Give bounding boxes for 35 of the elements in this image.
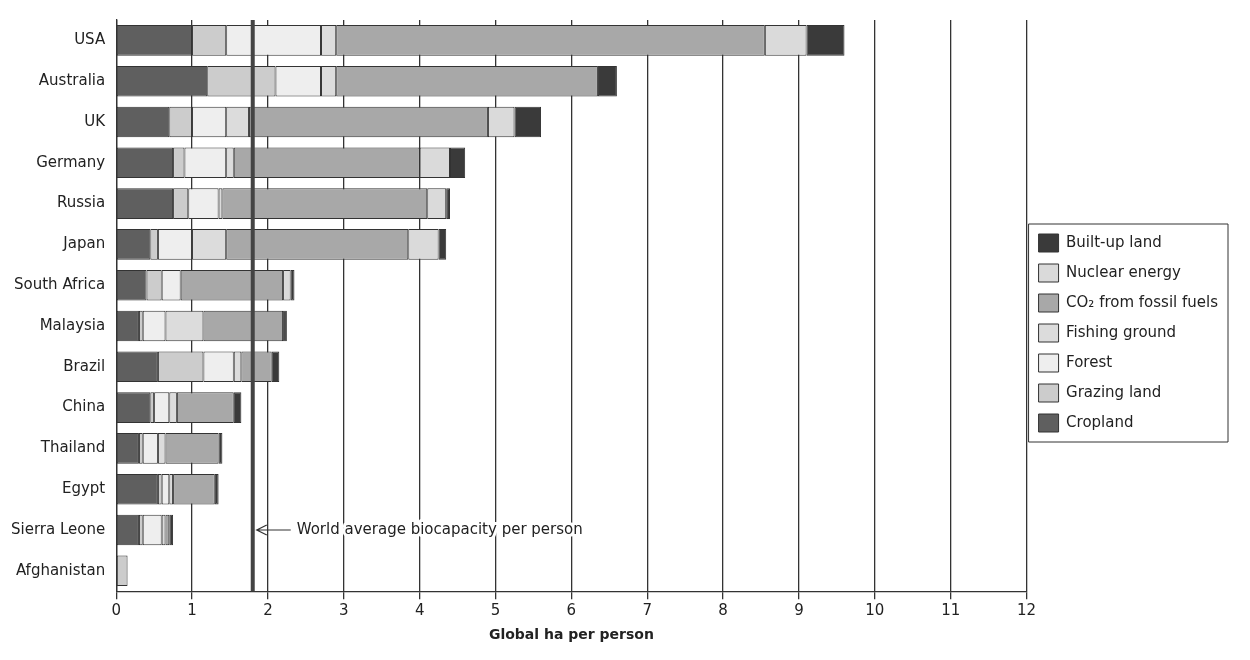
y-tick-label: Japan bbox=[62, 234, 106, 253]
x-tick-label: 7 bbox=[642, 601, 653, 620]
y-tick-label: Brazil bbox=[63, 356, 106, 375]
legend-label: Nuclear energy bbox=[1066, 262, 1181, 281]
legend-label: Grazing land bbox=[1066, 382, 1162, 401]
x-tick-label: 11 bbox=[941, 601, 961, 620]
y-tick-label: Russia bbox=[56, 193, 106, 212]
y-tick-label: Sierra Leone bbox=[10, 519, 106, 538]
y-tick-label: China bbox=[62, 397, 106, 416]
x-tick-label: 8 bbox=[718, 601, 728, 620]
y-tick-label: South Africa bbox=[14, 275, 106, 294]
legend-label: Forest bbox=[1066, 352, 1113, 371]
x-tick-label: 5 bbox=[490, 601, 501, 620]
x-tick-label: 9 bbox=[794, 601, 804, 620]
x-tick-label: 1 bbox=[187, 601, 197, 620]
y-tick-label: UK bbox=[84, 111, 107, 130]
x-axis-title: Global ha per person bbox=[488, 626, 654, 643]
x-tick-label: 0 bbox=[111, 601, 121, 620]
legend-label: Fishing ground bbox=[1066, 322, 1177, 341]
legend-label: Built-up land bbox=[1066, 232, 1162, 251]
x-tick-label: 2 bbox=[263, 601, 273, 620]
y-tick-label: Afghanistan bbox=[15, 560, 106, 579]
legend-label: CO₂ from fossil fuels bbox=[1066, 292, 1219, 311]
y-tick-label: Thailand bbox=[39, 438, 106, 457]
x-tick-label: 3 bbox=[339, 601, 349, 620]
y-tick-label: Malaysia bbox=[39, 315, 106, 334]
x-tick-label: 4 bbox=[414, 601, 425, 620]
x-tick-label: 10 bbox=[865, 601, 885, 620]
x-tick-label: 12 bbox=[1017, 601, 1037, 620]
y-tick-label: Germany bbox=[36, 152, 106, 171]
legend-label: Cropland bbox=[1066, 412, 1134, 431]
y-tick-label: USA bbox=[74, 30, 106, 49]
x-tick-label: 6 bbox=[566, 601, 577, 620]
y-tick-label: Egypt bbox=[61, 479, 106, 498]
y-tick-label: Australia bbox=[38, 71, 106, 90]
